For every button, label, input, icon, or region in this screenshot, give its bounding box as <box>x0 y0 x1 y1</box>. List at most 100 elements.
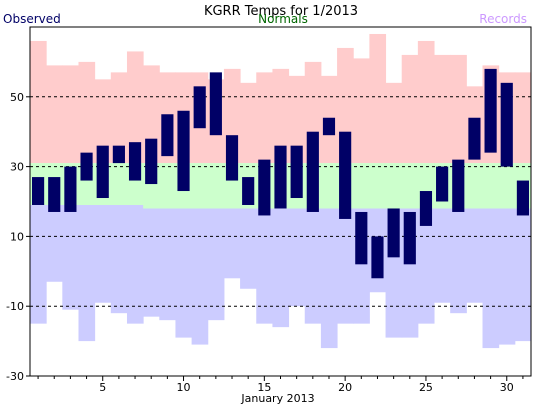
record-low-bar <box>514 208 532 342</box>
observed-bar <box>258 159 271 216</box>
record-high-bar <box>94 79 112 164</box>
record-low-bar <box>417 208 435 324</box>
record-high-bar <box>369 33 387 164</box>
normal-range-bar <box>207 163 225 209</box>
normal-range-bar <box>401 163 419 209</box>
y-tick-label: 50 <box>10 91 24 104</box>
record-low-bar <box>288 208 306 307</box>
record-low-bar <box>110 204 128 314</box>
record-low-bar <box>466 208 484 303</box>
observed-bar <box>177 110 190 192</box>
x-tick-label: 15 <box>257 381 271 394</box>
x-tick-label: 30 <box>500 381 514 394</box>
observed-bar <box>516 180 529 216</box>
observed-bar <box>145 138 158 185</box>
observed-bar <box>500 82 513 167</box>
axes-layer: -30 -10 10 30 50 5 10 15 20 25 30 <box>6 26 532 394</box>
observed-bar <box>96 145 109 199</box>
observed-bar <box>419 191 433 226</box>
record-high-bar <box>240 82 257 164</box>
observed-bar <box>452 159 465 212</box>
normal-range-bar <box>385 163 403 209</box>
observed-bar <box>209 72 222 136</box>
observed-bar <box>468 117 481 160</box>
record-low-bar <box>191 208 209 345</box>
observed-bar <box>436 166 449 202</box>
observed-bar <box>322 117 336 136</box>
normal-range-bar <box>159 163 176 209</box>
record-low-bar <box>143 208 160 317</box>
y-tick-label: -30 <box>6 370 24 383</box>
normal-range-bar <box>482 163 500 209</box>
observed-bar <box>290 145 303 199</box>
record-low-bar <box>175 208 193 338</box>
record-high-bar <box>46 65 63 164</box>
record-low-bar <box>304 208 322 324</box>
record-low-bar <box>223 208 241 279</box>
record-low-bar <box>62 204 79 310</box>
record-high-bar <box>62 65 79 164</box>
observed-bar <box>355 211 368 265</box>
observed-bar <box>32 177 45 205</box>
observed-bar <box>339 131 352 219</box>
record-low-bar <box>450 208 467 314</box>
x-tick-label: 25 <box>419 381 433 394</box>
normal-range-bar <box>369 163 387 209</box>
record-low-bar <box>94 204 112 303</box>
record-low-bar <box>320 208 338 349</box>
record-high-bar <box>514 72 532 164</box>
observed-bar <box>225 135 239 181</box>
x-tick-label: 20 <box>338 381 352 394</box>
observed-layer <box>32 68 529 279</box>
observed-bar <box>48 177 61 212</box>
observed-bar <box>112 145 125 164</box>
x-tick-label: 10 <box>177 381 191 394</box>
record-low-bar <box>434 208 451 303</box>
record-high-bar <box>272 68 290 164</box>
record-high-bar <box>417 40 435 164</box>
normal-range-bar <box>110 163 128 205</box>
y-tick-label: 30 <box>10 161 24 174</box>
record-high-bar <box>126 51 144 164</box>
record-low-bar <box>30 204 47 324</box>
observed-bar <box>403 211 416 265</box>
record-high-bar <box>110 72 128 164</box>
observed-bar <box>387 208 400 258</box>
legend-records: Records <box>479 12 527 26</box>
record-low-bar <box>159 208 176 321</box>
record-high-bar <box>353 58 370 164</box>
normal-range-bar <box>320 163 338 209</box>
y-tick-label: 10 <box>10 230 24 243</box>
normal-range-bar <box>191 163 209 209</box>
observed-bar <box>128 142 142 181</box>
record-high-bar <box>256 72 273 164</box>
record-low-bar <box>78 204 96 342</box>
observed-bar <box>274 145 287 209</box>
normal-range-bar <box>498 163 516 209</box>
x-axis-label: January 2013 <box>240 392 314 405</box>
record-high-bar <box>385 82 403 164</box>
record-low-bar <box>482 208 500 349</box>
record-low-bar <box>46 204 63 282</box>
normal-range-bar <box>353 163 370 209</box>
observed-bar <box>80 152 93 181</box>
normal-range-bar <box>466 163 484 209</box>
legend-observed: Observed <box>3 12 61 26</box>
record-low-bar <box>256 208 273 324</box>
record-low-bar <box>207 208 225 321</box>
observed-bar <box>371 236 384 279</box>
record-low-bar <box>272 208 290 328</box>
record-high-bar <box>401 54 419 164</box>
record-high-bar <box>78 61 96 164</box>
record-low-bar <box>126 204 144 324</box>
record-low-bar <box>498 208 516 345</box>
observed-bar <box>193 86 206 129</box>
record-low-bar <box>240 208 257 289</box>
record-high-bar <box>30 40 47 164</box>
record-low-bar <box>337 208 354 324</box>
record-high-bar <box>288 75 306 164</box>
legend-normals: Normals <box>258 12 308 26</box>
observed-bar <box>161 114 174 157</box>
observed-bar <box>64 166 77 212</box>
